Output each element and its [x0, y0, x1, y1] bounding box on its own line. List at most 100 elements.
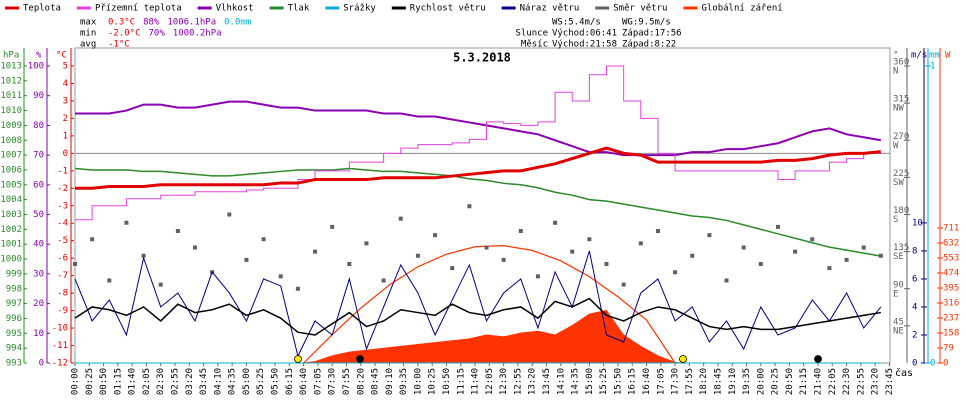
y-tick-label: 1013 — [0, 62, 22, 72]
y-tick-label: 360 — [893, 58, 909, 68]
info-value: Východ:06:41 — [552, 29, 617, 39]
x-tick-label: 07:30 — [328, 368, 338, 395]
y-tick-label: 1001 — [0, 240, 22, 250]
x-tick-label: 05:50 — [271, 368, 281, 395]
direction-point — [90, 237, 95, 242]
info-value: WS:5.4m/s — [552, 18, 601, 28]
y-tick-label: -10 — [52, 324, 68, 334]
x-tick-label: 00:50 — [99, 368, 109, 395]
direction-point — [450, 266, 455, 271]
stats-value: 88% — [143, 18, 160, 28]
y-tick-label: 10 — [912, 218, 923, 228]
y-tick-label: 135 — [893, 243, 909, 253]
stats-label: min — [80, 29, 96, 39]
direction-point — [501, 257, 506, 262]
x-tick-label: 17:30 — [671, 368, 681, 395]
info-value: Západ:8:22 — [622, 40, 676, 50]
axis-unit: W — [945, 51, 951, 61]
x-tick-label: 06:40 — [299, 368, 309, 395]
direction-point — [158, 282, 163, 287]
x-tick-label: 13:20 — [528, 368, 538, 395]
y-tick-label: 993 — [6, 359, 22, 369]
x-tick-label: 15:00 — [585, 368, 595, 395]
direction-point — [381, 278, 386, 283]
y-tick-label: 1010 — [0, 106, 22, 116]
y-tick-name: NW — [893, 104, 904, 114]
y-tick-label: -4 — [57, 219, 68, 229]
x-tick-label: 20:50 — [785, 368, 795, 395]
x-tick-label: 00:25 — [85, 368, 95, 395]
astro-icon — [356, 355, 364, 363]
x-tick-label: 16:15 — [628, 368, 638, 395]
x-tick-label: 16:40 — [642, 368, 652, 395]
x-tick-label: 02:30 — [156, 368, 166, 395]
x-tick-label: 02:05 — [142, 368, 152, 395]
y-tick-label: -8 — [57, 289, 68, 299]
x-tick-label: 09:35 — [399, 368, 409, 395]
y-tick-label: 0 — [912, 359, 917, 369]
direction-point — [844, 257, 849, 262]
y-tick-label: 1000 — [0, 255, 22, 265]
y-tick-name: SE — [893, 252, 904, 262]
x-tick-label: 14:35 — [571, 368, 581, 395]
y-tick-label: 395 — [943, 283, 959, 293]
info-value: Východ:21:58 — [552, 40, 617, 50]
y-tick-label: 997 — [6, 299, 22, 309]
axis-unit: ° — [893, 51, 898, 61]
direction-point — [587, 237, 592, 242]
info-value: Západ:17:56 — [622, 29, 682, 39]
astro-icon — [294, 355, 302, 363]
stats-value: -1°C — [108, 40, 130, 50]
y-tick-label: 2 — [912, 330, 917, 340]
info-label: Měsíc — [521, 40, 548, 50]
direction-point — [467, 204, 472, 209]
x-tick-label: 01:15 — [113, 368, 123, 395]
y-tick-label: -11 — [52, 341, 68, 351]
clear-sky-curve — [303, 245, 676, 364]
legend-label: Přízemní teplota — [95, 4, 182, 14]
direction-point — [827, 266, 832, 271]
y-tick-label: 1002 — [0, 225, 22, 235]
x-tick-label: 10:00 — [413, 368, 423, 395]
legend-label: Náraz větru — [520, 4, 580, 14]
legend-label: Teplota — [23, 4, 61, 14]
direction-point — [810, 237, 815, 242]
stats-value: 0.0mm — [224, 18, 251, 28]
axis-unit: °C — [56, 51, 67, 61]
y-tick-label: -12 — [52, 359, 68, 369]
y-tick-label: 1009 — [0, 121, 22, 131]
y-tick-label: 1011 — [0, 91, 22, 101]
astro-icon — [814, 355, 822, 363]
x-tick-label: 23:20 — [871, 368, 881, 395]
x-tick-label: 14:10 — [556, 368, 566, 395]
direction-point — [793, 249, 798, 254]
direction-point — [673, 270, 678, 275]
y-tick-label: 1 — [930, 62, 935, 72]
direction-point — [553, 220, 558, 225]
direction-point — [261, 237, 266, 242]
y-tick-label: 100 — [28, 62, 44, 72]
y-tick-label: 90 — [33, 91, 44, 101]
y-tick-label: 0 — [39, 359, 44, 369]
x-tick-label: 15:50 — [613, 368, 623, 395]
x-tick-label: 11:40 — [471, 368, 481, 395]
info-label: Slunce — [515, 29, 548, 39]
y-tick-label: -9 — [57, 306, 68, 316]
legend-label: Směr větru — [613, 4, 667, 14]
info-value: WG:9.5m/s — [622, 18, 671, 28]
series-line — [74, 167, 881, 257]
x-tick-label: 10:25 — [428, 368, 438, 395]
y-tick-label: 79 — [943, 343, 954, 353]
stats-value: 0.3°C — [108, 18, 135, 28]
y-tick-label: 30 — [33, 269, 44, 279]
axis-unit: mm — [929, 51, 940, 61]
direction-point — [433, 233, 438, 238]
stats-value: -2.0°C — [108, 29, 141, 39]
x-tick-label: 12:55 — [513, 368, 523, 395]
x-tick-label: 18:20 — [699, 368, 709, 395]
x-tick-label: 15:25 — [599, 368, 609, 395]
y-tick-label: 1 — [63, 131, 68, 141]
y-tick-label: 316 — [943, 298, 959, 308]
x-tick-label: 11:15 — [456, 368, 466, 395]
